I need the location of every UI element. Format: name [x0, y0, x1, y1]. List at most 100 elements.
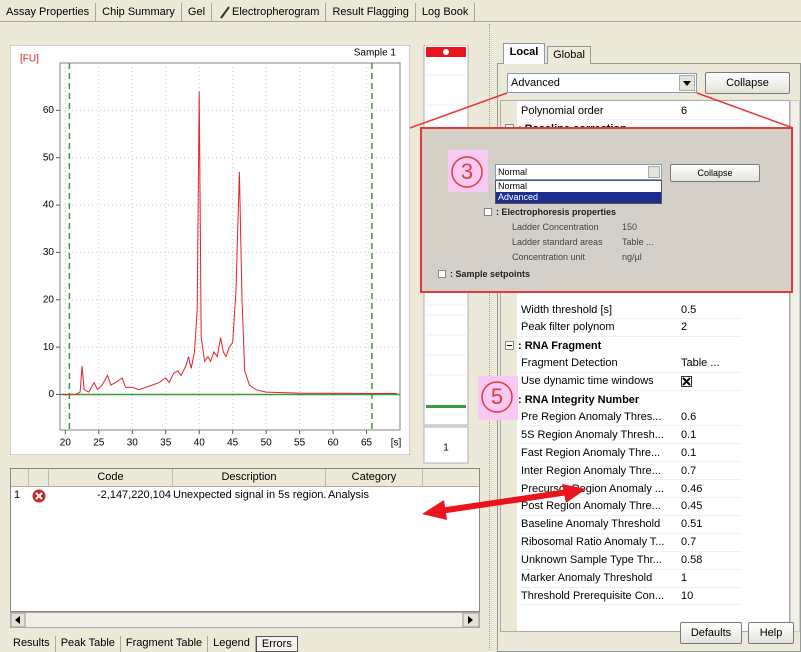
- y-tick-label: 0: [48, 389, 54, 400]
- top-tab[interactable]: Chip Summary: [96, 3, 182, 21]
- panel-button[interactable]: Defaults: [680, 622, 742, 644]
- top-tab[interactable]: Result Flagging: [326, 3, 415, 21]
- property-row: Fast Region Anomaly Thre...0.1: [521, 444, 741, 462]
- property-value: 6: [681, 105, 687, 117]
- bottom-tab[interactable]: Fragment Table: [121, 636, 208, 652]
- row-number: 1: [11, 487, 29, 505]
- header-cell: Category: [326, 469, 423, 486]
- expander[interactable]: [505, 341, 514, 350]
- expander[interactable]: [505, 395, 514, 404]
- bottom-tab[interactable]: Errors: [256, 636, 298, 652]
- section-title: : Sample setpoints: [450, 269, 530, 279]
- property-row: Peak filter polynom2: [521, 319, 741, 337]
- x-tick-label: 35: [160, 438, 172, 449]
- top-tab-label: Log Book: [422, 6, 468, 18]
- property-value: 10: [681, 590, 693, 602]
- plot-area: [60, 63, 400, 430]
- section-title: : RNA Integrity Number: [518, 394, 639, 406]
- property-row: Unknown Sample Type Thr...0.58: [521, 552, 741, 570]
- bottom-tab[interactable]: Peak Table: [56, 636, 121, 652]
- error-icon-cell: [29, 487, 49, 505]
- bottom-tab[interactable]: Legend: [208, 636, 256, 652]
- settings-tab[interactable]: Global: [547, 46, 591, 64]
- property-label: Fragment Detection: [521, 357, 681, 369]
- y-tick-label: 30: [43, 247, 55, 258]
- table-row: 1-2,147,220,104Unexpected signal in 5s r…: [11, 487, 479, 505]
- expander[interactable]: [438, 270, 446, 278]
- property-label: Fast Region Anomaly Thre...: [521, 447, 681, 459]
- property-row: Precursor Region Anomaly ...0.46: [521, 480, 741, 498]
- section-row: : Electrophoresis properties: [484, 205, 616, 219]
- checkbox[interactable]: [681, 376, 692, 387]
- property-row: Polynomial order6: [521, 102, 741, 120]
- settings-tab[interactable]: Local: [503, 43, 545, 64]
- x-tick-label: 45: [227, 438, 239, 449]
- section-title: : RNA Fragment: [518, 340, 601, 352]
- property-label: Ladder Concentration: [512, 222, 622, 232]
- property-value: 0.51: [681, 518, 702, 530]
- expander-minus: [507, 399, 512, 400]
- x-tick-label: 30: [127, 438, 139, 449]
- section-row: : RNA Fragment: [505, 337, 601, 355]
- section-title: : Electrophoresis properties: [496, 207, 616, 217]
- x-axis-label: [s]: [391, 438, 402, 449]
- collapse-button[interactable]: Collapse: [705, 72, 790, 94]
- lane-top-dot: [443, 49, 449, 55]
- callout-rows: : Electrophoresis properties Ladder Conce…: [422, 129, 791, 291]
- property-row: Post Region Anomaly Thre...0.45: [521, 498, 741, 516]
- property-label: Precursor Region Anomaly ...: [521, 483, 681, 495]
- pencil-stroke: [221, 7, 229, 18]
- property-label: Use dynamic time windows: [521, 375, 681, 387]
- property-value: 1: [681, 572, 687, 584]
- check-x: [683, 378, 690, 385]
- property-row: Threshold Prerequisite Con...10: [521, 587, 741, 605]
- property-value: Table ...: [622, 237, 654, 247]
- property-label: Concentration unit: [512, 252, 622, 262]
- splitter[interactable]: [489, 24, 493, 650]
- top-tab[interactable]: Assay Properties: [0, 3, 96, 21]
- lane-marker-band: [426, 405, 466, 408]
- top-tab[interactable]: Electropherogram: [212, 3, 326, 21]
- property-label: Polynomial order: [521, 105, 681, 117]
- dropdown-button: [679, 75, 695, 91]
- code-cell: -2,147,220,104: [49, 487, 173, 505]
- header-cell: [29, 469, 49, 486]
- y-tick-label: 50: [43, 152, 55, 163]
- x-tick-label: 55: [294, 438, 306, 449]
- property-label: Pre Region Anomaly Thres...: [521, 411, 681, 423]
- header-cell: [11, 469, 29, 486]
- x-tick-label: 40: [194, 438, 206, 449]
- x-tick-label: 25: [93, 438, 105, 449]
- property-value: 0.1: [681, 447, 696, 459]
- check-mark: [682, 377, 691, 386]
- panel-button[interactable]: Help: [748, 622, 794, 644]
- x-tick-label: 60: [328, 438, 340, 449]
- horizontal-scrollbar[interactable]: [10, 612, 480, 628]
- top-tab[interactable]: Log Book: [416, 3, 475, 21]
- property-value: 0.1: [681, 429, 696, 441]
- table-header: CodeDescriptionCategory: [11, 469, 479, 487]
- dropdown-arrow: [680, 76, 694, 90]
- property-label: Marker Anomaly Threshold: [521, 572, 681, 584]
- property-value: 0.46: [681, 483, 702, 495]
- mode-dropdown[interactable]: Advanced: [507, 73, 697, 93]
- header-cell: Code: [49, 469, 173, 486]
- property-row: Baseline Anomaly Threshold0.51: [521, 516, 741, 534]
- top-tab-bar: Assay PropertiesChip SummaryGel Electrop…: [0, 0, 801, 22]
- header-cell: Description: [173, 469, 326, 486]
- expander[interactable]: [484, 208, 492, 216]
- bottom-tab[interactable]: Results: [8, 636, 56, 652]
- top-tab[interactable]: Gel: [182, 3, 212, 21]
- property-value: 0.5: [681, 304, 696, 316]
- lane-label: 1: [443, 443, 449, 454]
- property-value: 0.6: [681, 411, 696, 423]
- property-row: Ribosomal Ratio Anomaly T...0.7: [521, 534, 741, 552]
- property-value: Table ...: [681, 357, 720, 369]
- property-value: ng/µl: [622, 252, 642, 262]
- property-value: 0.58: [681, 554, 702, 566]
- property-value: 150: [622, 222, 637, 232]
